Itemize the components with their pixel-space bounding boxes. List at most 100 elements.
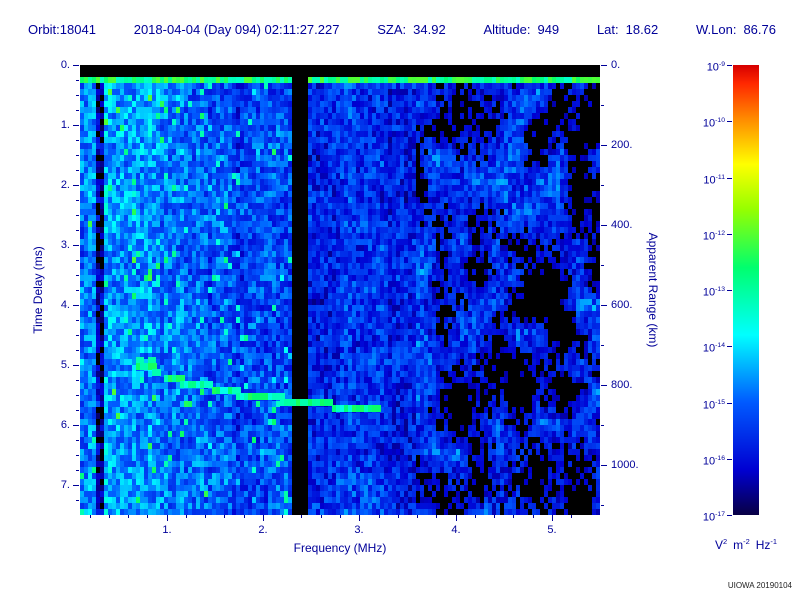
x-minor-tick <box>185 515 187 518</box>
range-minor-tick <box>601 264 604 266</box>
colorbar-tick-mark <box>727 177 732 179</box>
colorbar-tick-mark <box>727 289 732 291</box>
x-minor-tick <box>320 515 322 518</box>
colorbar-tick-label: 10-16 <box>702 455 725 468</box>
x-minor-tick <box>416 515 418 518</box>
x-tick-mark <box>358 515 360 521</box>
wlon-value: 86.76 <box>743 22 776 37</box>
y-minor-tick <box>76 274 79 276</box>
y-minor-tick <box>76 169 79 171</box>
y-tick-label: 2. <box>60 179 70 191</box>
y-minor-tick <box>76 334 79 336</box>
y-axis-label-left: Time Delay (ms) <box>31 246 45 334</box>
y-tick-mark <box>73 184 79 186</box>
y-tick-label: 0. <box>60 59 70 71</box>
range-minor-tick <box>601 104 604 106</box>
colorbar-tick-mark <box>727 120 732 122</box>
range-tick-label: 600. <box>611 299 633 311</box>
x-minor-tick <box>435 515 437 518</box>
sza-value: 34.92 <box>413 22 446 37</box>
colorbar-tick-mark <box>727 458 732 460</box>
header-info-line: Orbit:18041 2018-04-04 (Day 094) 02:11:2… <box>28 22 776 37</box>
unit-part: m-2 <box>733 537 750 552</box>
range-tick-label: 1000. <box>611 459 639 471</box>
spectrogram-canvas <box>80 65 600 515</box>
y-minor-tick <box>76 499 79 501</box>
range-tick-mark <box>601 64 607 66</box>
colorbar-gradient <box>733 65 759 515</box>
y-tick-mark <box>73 244 79 246</box>
colorbar-tick-label: 10-12 <box>702 230 725 243</box>
colorbar-tick-label: 10-17 <box>702 511 725 524</box>
datetime-value: 2018-04-04 (Day 094) 02:11:27.227 <box>133 22 340 37</box>
colorbar-tick-label: 10-9 <box>706 61 725 74</box>
y-tick-label: 5. <box>60 359 70 371</box>
range-tick-mark <box>601 144 607 146</box>
header-altitude: Altitude: 949 <box>483 22 559 37</box>
unit-part: V2 <box>714 537 728 552</box>
x-tick-label: 3. <box>354 524 364 536</box>
header-wlon: W.Lon: 86.76 <box>696 22 776 37</box>
y-tick-mark <box>73 64 79 66</box>
y-minor-tick <box>76 379 79 381</box>
y-tick-mark <box>73 304 79 306</box>
x-minor-tick <box>397 515 399 518</box>
x-tick-label: 2. <box>258 524 268 536</box>
header-lat: Lat: 18.62 <box>597 22 658 37</box>
y-minor-tick <box>76 229 79 231</box>
y-minor-tick <box>76 349 79 351</box>
range-tick-label: 800. <box>611 379 633 391</box>
y-minor-tick <box>76 109 79 111</box>
altitude-value: 949 <box>537 22 560 37</box>
x-minor-tick <box>127 515 129 518</box>
x-tick-label: 1. <box>162 524 172 536</box>
colorbar-tick-mark <box>727 64 732 66</box>
y-tick-mark <box>73 424 79 426</box>
range-tick-mark <box>601 304 607 306</box>
y-tick-label: 3. <box>60 239 70 251</box>
y-tick-label: 4. <box>60 299 70 311</box>
y-minor-tick <box>76 139 79 141</box>
y-tick-label: 7. <box>60 479 70 491</box>
colorbar-tick-mark <box>727 514 732 516</box>
colorbar-tick-label: 10-11 <box>703 174 725 187</box>
range-tick-mark <box>601 384 607 386</box>
y-minor-tick <box>76 199 79 201</box>
y-minor-tick <box>76 259 79 261</box>
x-minor-tick <box>300 515 302 518</box>
range-minor-tick <box>601 504 604 506</box>
altitude-label: Altitude: <box>483 22 531 37</box>
sza-label: SZA: <box>377 22 407 37</box>
range-minor-tick <box>601 344 604 346</box>
colorbar-tick-mark <box>727 345 732 347</box>
x-minor-tick <box>108 515 110 518</box>
range-tick-mark <box>601 224 607 226</box>
unit-part: Hz-1 <box>755 537 778 552</box>
y-tick-mark <box>73 364 79 366</box>
y-tick-mark <box>73 484 79 486</box>
colorbar-units: V2 m-2 Hz-1 <box>688 537 800 552</box>
header-orbit: Orbit:18041 <box>28 22 96 37</box>
y-tick-label: 1. <box>60 119 70 131</box>
colorbar-tick-label: 10-15 <box>702 399 725 412</box>
x-minor-tick <box>204 515 206 518</box>
x-tick-label: 5. <box>547 524 557 536</box>
x-minor-tick <box>474 515 476 518</box>
x-minor-tick <box>532 515 534 518</box>
x-minor-tick <box>339 515 341 518</box>
colorbar-tick-mark <box>727 233 732 235</box>
y-minor-tick <box>76 409 79 411</box>
x-minor-tick <box>281 515 283 518</box>
x-axis-label: Frequency (MHz) <box>293 541 387 555</box>
x-tick-mark <box>166 515 168 521</box>
y-tick-mark <box>73 124 79 126</box>
y-minor-tick <box>76 439 79 441</box>
x-minor-tick <box>146 515 148 518</box>
y-minor-tick <box>76 289 79 291</box>
y-axis-label-right: Apparent Range (km) <box>646 232 660 348</box>
y-minor-tick <box>76 469 79 471</box>
x-minor-tick <box>89 515 91 518</box>
credit-text: UIOWA 20190104 <box>727 581 792 590</box>
y-minor-tick <box>76 154 79 156</box>
